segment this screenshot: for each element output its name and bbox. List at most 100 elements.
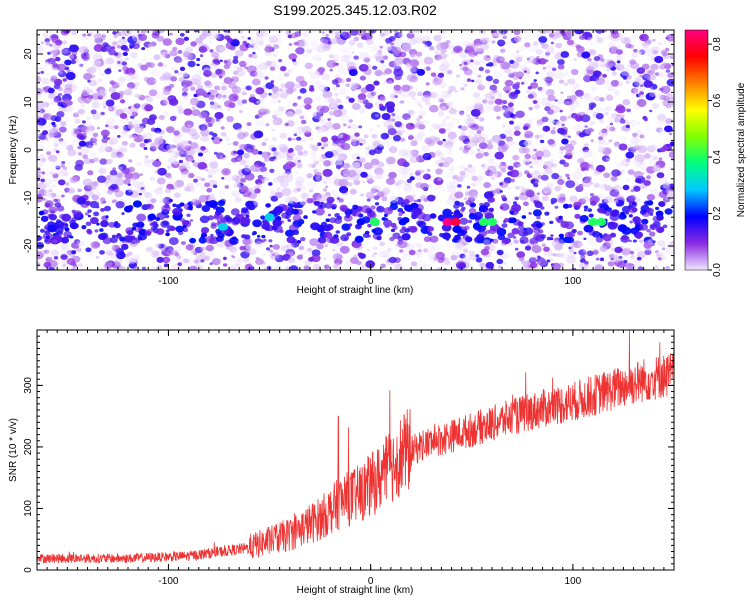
- heatmap-cell: [486, 63, 490, 67]
- heatmap-cell: [74, 118, 81, 124]
- heatmap-cell: [198, 152, 203, 157]
- heatmap-cell: [127, 121, 133, 125]
- heatmap-cell: [658, 191, 668, 198]
- heatmap-cell: [464, 167, 469, 171]
- heatmap-cell: [496, 258, 504, 265]
- heatmap-cell: [546, 54, 550, 58]
- heatmap-cell: [208, 94, 215, 100]
- heatmap-cell: [562, 133, 569, 138]
- heatmap-cell: [324, 86, 330, 92]
- heatmap-cell: [150, 198, 157, 204]
- heatmap-cell: [61, 48, 69, 54]
- heatmap-cell: [320, 105, 330, 114]
- heatmap-cell: [93, 157, 99, 162]
- heatmap-cell: [125, 189, 133, 196]
- heatmap-cell: [433, 51, 437, 54]
- heatmap-cell: [275, 188, 281, 193]
- heatmap-cell: [583, 237, 587, 240]
- heatmap-cell: [460, 131, 466, 136]
- heatmap-cell: [488, 100, 494, 105]
- heatmap-cell: [554, 32, 562, 38]
- heatmap-cell: [632, 258, 642, 266]
- heatmap-cell: [583, 224, 594, 233]
- heatmap-cell: [248, 248, 257, 255]
- heatmap-cell: [610, 176, 618, 182]
- heatmap-cell: [303, 265, 310, 270]
- heatmap-cell: [368, 149, 376, 156]
- heatmap-cell: [500, 48, 506, 53]
- heatmap-cell: [197, 260, 202, 264]
- heatmap-cell: [321, 31, 325, 34]
- heatmap-cell: [338, 198, 344, 203]
- heatmap-cell: [497, 140, 506, 147]
- heatmap-cell: [665, 69, 671, 73]
- heatmap-cell: [306, 198, 314, 204]
- heatmap-cell: [401, 233, 411, 241]
- heatmap-cell: [243, 257, 250, 263]
- heatmap-cell: [88, 214, 91, 218]
- heatmap-cell: [244, 165, 252, 172]
- heatmap-cell: [391, 118, 396, 122]
- heatmap-cell: [592, 121, 597, 124]
- heatmap-cell: [79, 63, 84, 67]
- heatmap-cell: [60, 243, 69, 251]
- heatmap-cell: [503, 85, 512, 93]
- heatmap-cell: [356, 156, 360, 160]
- heatmap-cell: [516, 50, 520, 53]
- heatmap-cell: [496, 249, 504, 256]
- heatmap-cell: [451, 117, 456, 122]
- heatmap-cell: [416, 91, 423, 97]
- heatmap-cell: [423, 56, 434, 65]
- heatmap-cell: [618, 34, 622, 37]
- heatmap-cell: [222, 95, 226, 98]
- heatmap-cell: [346, 176, 350, 180]
- heatmap-cell: [143, 139, 149, 144]
- heatmap-cell: [616, 60, 621, 64]
- heatmap-cell: [374, 202, 380, 206]
- heatmap-cell: [454, 200, 460, 206]
- heatmap-cell: [229, 264, 240, 270]
- heatmap-cell: [426, 194, 436, 202]
- heatmap-cell: [71, 30, 77, 36]
- heatmap-cell: [354, 178, 359, 183]
- heatmap-cell: [37, 131, 41, 137]
- heatmap-cell: [397, 166, 408, 175]
- heatmap-cell: [375, 173, 383, 180]
- heatmap-cell: [352, 161, 361, 169]
- heatmap-cell: [138, 34, 148, 41]
- heatmap-cell: [476, 125, 484, 132]
- heatmap-cell: [461, 206, 466, 211]
- heatmap-cell: [77, 108, 85, 115]
- heatmap-cell: [311, 249, 321, 257]
- heatmap-cell: [386, 177, 395, 185]
- heatmap-cell: [50, 249, 59, 256]
- heatmap-cell: [111, 41, 117, 46]
- heatmap-cell: [117, 265, 126, 270]
- heatmap-cell: [655, 127, 664, 134]
- heatmap-cell: [194, 30, 199, 33]
- heatmap-cell: [160, 49, 168, 56]
- heatmap-cell: [520, 240, 525, 244]
- heatmap-cell: [550, 120, 556, 124]
- heatmap-cell: [195, 100, 206, 109]
- heatmap-cell: [359, 108, 366, 114]
- heatmap-cell: [116, 151, 124, 158]
- heatmap-cell: [268, 182, 273, 186]
- heatmap-cell: [296, 164, 303, 169]
- heatmap-cell: [302, 113, 307, 117]
- heatmap-cell: [48, 128, 59, 137]
- heatmap-cell: [85, 247, 92, 253]
- heatmap-cell: [653, 156, 658, 160]
- heatmap-cell: [183, 84, 187, 88]
- heatmap-cell: [657, 239, 666, 247]
- heatmap-cell: [313, 80, 323, 88]
- heatmap-cell: [442, 138, 446, 142]
- heatmap-cell: [44, 61, 52, 67]
- heatmap-cell: [455, 118, 461, 122]
- heatmap-cell: [552, 119, 560, 125]
- heatmap-cell: [667, 193, 674, 201]
- heatmap-cell: [514, 185, 520, 190]
- heatmap-cell: [335, 98, 342, 104]
- heatmap-cell: [349, 82, 359, 91]
- heatmap-cell: [264, 226, 270, 231]
